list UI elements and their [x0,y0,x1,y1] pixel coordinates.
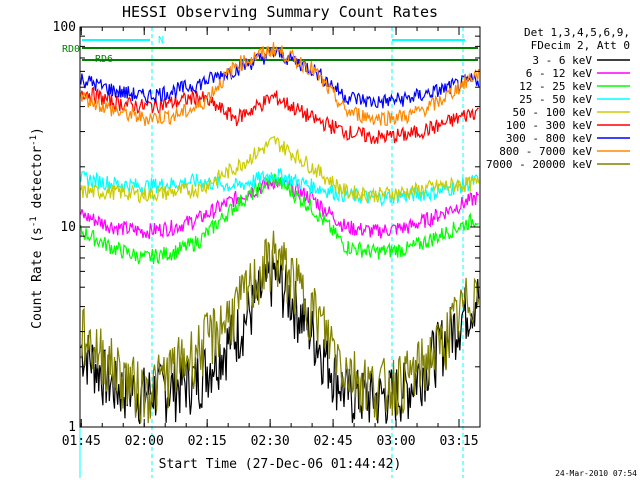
x-tick-label: 02:30 [251,434,290,449]
y-tick-label: 1 [68,420,76,435]
y-axis-label: Count Rate (s-1 detector-1) [29,127,45,329]
series-trace-3 [80,168,480,208]
legend-label: 25 - 50 keV [519,93,592,106]
axis-ticks: 01:45 02:00 02:15 02:30 02:45 03:00 03:15 1 10 10… [53,20,481,449]
y-axis-label-suffix: ) [30,127,45,135]
legend-label: 3 - 6 keV [532,54,592,67]
series-trace-2 [80,173,479,265]
y-axis-label-exp2: -1 [29,135,39,146]
legend-header-line-2: FDecim 2, Att 0 [531,39,630,52]
series-trace-7 [80,42,480,127]
series-trace-1 [80,176,480,239]
y-tick-label: 10 [60,220,76,235]
y-axis-label-exp1: -1 [29,216,39,227]
flag-label-n: N [158,35,164,46]
legend: Det 1,3,4,5,6,9, FDecim 2, Att 0 3 - 6 k… [486,26,630,171]
chart-title: HESSI Observing Summary Count Rates [122,3,438,21]
x-tick-label: 02:15 [188,434,227,449]
legend-label: 50 - 100 keV [513,106,593,119]
x-axis-label: Start Time (27-Dec-06 01:44:42) [159,457,402,472]
legend-label: 800 - 7000 keV [499,145,592,158]
legend-label: 6 - 12 keV [526,67,593,80]
series-trace-4 [80,135,480,205]
series-trace-5 [80,86,479,144]
legend-label: 7000 - 20000 keV [486,158,592,171]
y-tick-label: 100 [53,20,76,35]
legend-header-line-1: Det 1,3,4,5,6,9, [524,26,630,39]
timestamp: 24-Mar-2010 07:54 [555,469,637,478]
x-tick-label: 03:00 [376,434,415,449]
series-trace-8 [80,230,480,424]
x-tick-label: 03:15 [439,434,478,449]
legend-label: 300 - 800 keV [506,132,592,145]
legend-label: 100 - 300 keV [506,119,592,132]
y-axis-label-mid: detector [30,146,45,217]
series-trace-0 [80,249,480,425]
flag-label-rd6: RD6 [95,54,113,65]
plot-frame [79,26,481,428]
data-series-layer [80,42,480,425]
series-trace-6 [80,47,480,109]
x-tick-label: 02:00 [125,434,164,449]
x-tick-label: 01:45 [62,434,101,449]
legend-label: 12 - 25 keV [519,80,592,93]
x-tick-label: 02:45 [314,434,353,449]
flag-label-rd0: RD0 [62,44,80,55]
y-axis-label-prefix: Count Rate (s [30,227,45,329]
